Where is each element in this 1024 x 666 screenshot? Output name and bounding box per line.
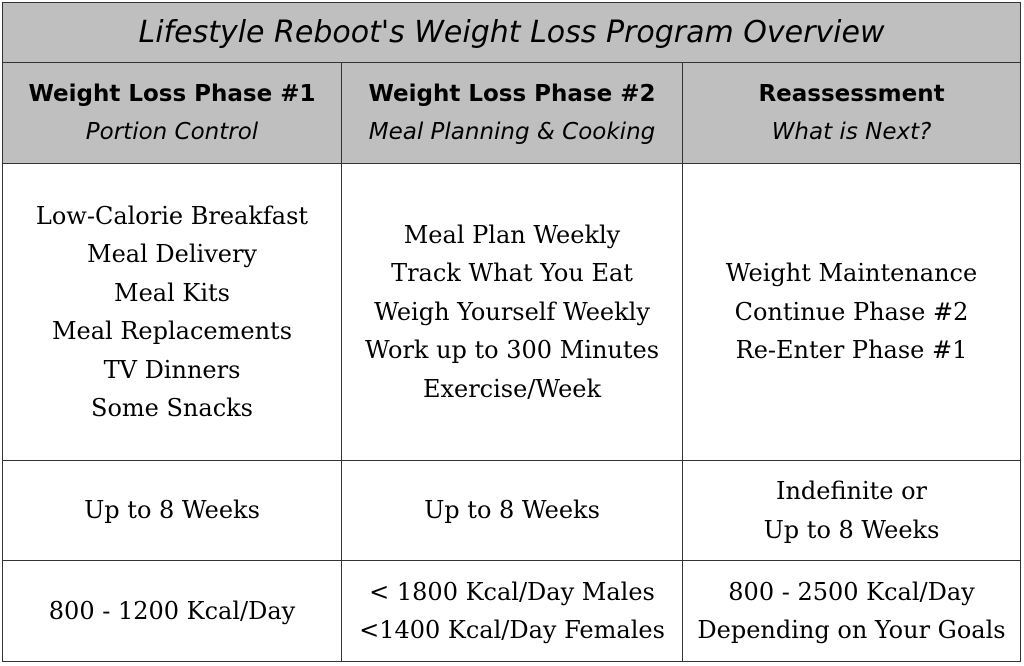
header-title: Weight Loss Phase #2 [368, 81, 656, 107]
header-phase-1: Weight Loss Phase #1 Portion Control [3, 63, 342, 163]
activities-row: Low-Calorie Breakfast Meal Delivery Meal… [3, 164, 1020, 461]
header-title: Reassessment [758, 81, 945, 107]
activity-item: Meal Plan Weekly [403, 220, 621, 249]
activity-item: Weigh Yourself Weekly [374, 297, 650, 326]
header-row: Weight Loss Phase #1 Portion Control Wei… [3, 63, 1020, 164]
activity-item: Work up to 300 Minutes [364, 336, 660, 365]
activities-phase-2: Meal Plan Weekly Track What You Eat Weig… [342, 164, 683, 460]
header-subtitle: Meal Planning & Cooking [368, 119, 656, 145]
header-phase-2: Weight Loss Phase #2 Meal Planning & Coo… [342, 63, 683, 163]
calorie-text: <1400 Kcal/Day Females [359, 616, 665, 644]
calories-row: 800 - 1200 Kcal/Day < 1800 Kcal/Day Male… [3, 561, 1020, 661]
activity-item: Continue Phase #2 [734, 297, 969, 326]
activity-item: Low-Calorie Breakfast [35, 201, 309, 230]
activity-item: Weight Maintenance [725, 259, 978, 288]
calories-phase-1: 800 - 1200 Kcal/Day [3, 561, 342, 661]
header-reassessment: Reassessment What is Next? [683, 63, 1020, 163]
header-subtitle: Portion Control [85, 119, 259, 145]
header-subtitle: What is Next? [771, 119, 932, 145]
activity-item: Track What You Eat [391, 259, 633, 288]
duration-phase-1: Up to 8 Weeks [3, 461, 342, 560]
duration-text: Indefinite or [775, 477, 928, 505]
duration-reassessment: Indefinite or Up to 8 Weeks [683, 461, 1020, 560]
activity-item: Meal Replacements [51, 317, 293, 345]
duration-text: Up to 8 Weeks [84, 496, 260, 525]
calories-phase-2: < 1800 Kcal/Day Males <1400 Kcal/Day Fem… [342, 561, 683, 661]
calorie-text: 800 - 2500 Kcal/Day [728, 577, 975, 606]
calories-reassessment: 800 - 2500 Kcal/Day Depending on Your Go… [683, 561, 1020, 661]
duration-text: Up to 8 Weeks [424, 496, 600, 525]
activities-phase-1: Low-Calorie Breakfast Meal Delivery Meal… [3, 164, 342, 460]
activities-reassessment: Weight Maintenance Continue Phase #2 Re-… [683, 164, 1020, 460]
activity-item: Re-Enter Phase #1 [735, 336, 968, 365]
duration-row: Up to 8 Weeks Up to 8 Weeks Indefinite o… [3, 461, 1020, 561]
header-title: Weight Loss Phase #1 [28, 81, 316, 107]
duration-phase-2: Up to 8 Weeks [342, 461, 683, 560]
activity-item: Meal Delivery [87, 240, 257, 268]
activity-item: TV Dinners [103, 355, 241, 384]
calorie-text: 800 - 1200 Kcal/Day [48, 596, 296, 625]
activity-item: Meal Kits [114, 278, 230, 307]
duration-text: Up to 8 Weeks [763, 515, 940, 544]
calorie-text: Depending on Your Goals [697, 616, 1006, 644]
activity-item: Some Snacks [91, 394, 253, 422]
table-title: Lifestyle Reboot's Weight Loss Program O… [3, 3, 1020, 63]
calorie-text: < 1800 Kcal/Day Males [369, 577, 655, 606]
activity-item: Exercise/Week [422, 374, 602, 403]
